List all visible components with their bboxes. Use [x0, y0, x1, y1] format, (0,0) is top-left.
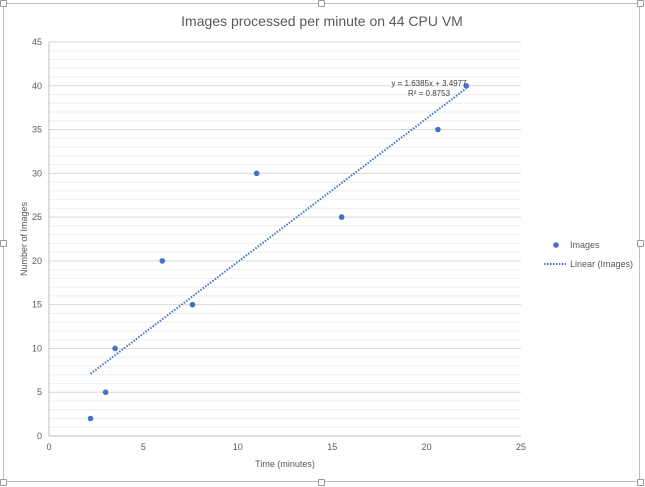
legend[interactable]: Images Linear (Images) — [544, 240, 633, 269]
trendline — [89, 87, 467, 375]
y-tick-label: 20 — [32, 256, 42, 266]
data-points — [87, 82, 470, 422]
x-tick-label: 0 — [46, 442, 51, 452]
data-point[interactable] — [338, 214, 345, 220]
y-axis-label: Number of Images — [19, 201, 29, 276]
data-point[interactable] — [159, 258, 166, 264]
y-tick-label: 5 — [37, 387, 42, 397]
y-tick-label: 10 — [32, 343, 42, 353]
data-point[interactable] — [112, 345, 118, 352]
resize-handle-bottom-right[interactable] — [637, 479, 644, 486]
resize-handle-top-right[interactable] — [637, 0, 644, 7]
y-tick-label: 35 — [32, 125, 42, 135]
trendline-group — [89, 87, 467, 375]
legend-marker-images — [553, 242, 559, 248]
x-tick-label: 20 — [422, 442, 432, 452]
trendline-r-squared: R² = 0.8753 — [408, 89, 451, 98]
x-tick-label: 10 — [233, 442, 243, 452]
y-tick-label: 45 — [32, 37, 42, 47]
y-tick-label: 0 — [37, 431, 42, 441]
x-tick-label: 15 — [327, 442, 337, 452]
resize-handle-bottom-left[interactable] — [0, 479, 7, 486]
resize-handle-right[interactable] — [637, 240, 644, 247]
data-point[interactable] — [87, 415, 94, 422]
data-point[interactable] — [435, 126, 441, 133]
y-tick-label: 15 — [32, 300, 42, 310]
data-point[interactable] — [463, 82, 470, 89]
resize-handle-bottom[interactable] — [318, 479, 325, 486]
data-point[interactable] — [253, 170, 260, 177]
resize-handle-top-left[interactable] — [0, 0, 7, 7]
chart-frame[interactable] — [3, 3, 640, 482]
legend-label-linear: Linear (Images) — [570, 259, 633, 269]
tick-labels: 0 5 10 15 20 25 0 5 10 15 20 25 30 35 40 45 — [32, 37, 526, 452]
x-tick-label: 25 — [516, 442, 526, 452]
legend-label-images: Images — [570, 240, 600, 250]
y-tick-label: 25 — [32, 212, 42, 222]
gridlines — [49, 41, 521, 428]
trendline-equation: y = 1.6385x + 3.4977 — [391, 79, 467, 88]
resize-handle-left[interactable] — [0, 240, 7, 247]
chart-title: Images processed per minute on 44 CPU VM — [181, 13, 463, 29]
y-tick-label: 40 — [32, 81, 42, 91]
data-point[interactable] — [102, 389, 109, 396]
axes — [48, 42, 521, 437]
y-tick-label: 30 — [32, 168, 42, 178]
data-point[interactable] — [189, 301, 196, 308]
x-axis-label: Time (minutes) — [255, 459, 315, 469]
resize-handle-top[interactable] — [318, 0, 325, 7]
x-tick-label: 5 — [141, 442, 146, 452]
